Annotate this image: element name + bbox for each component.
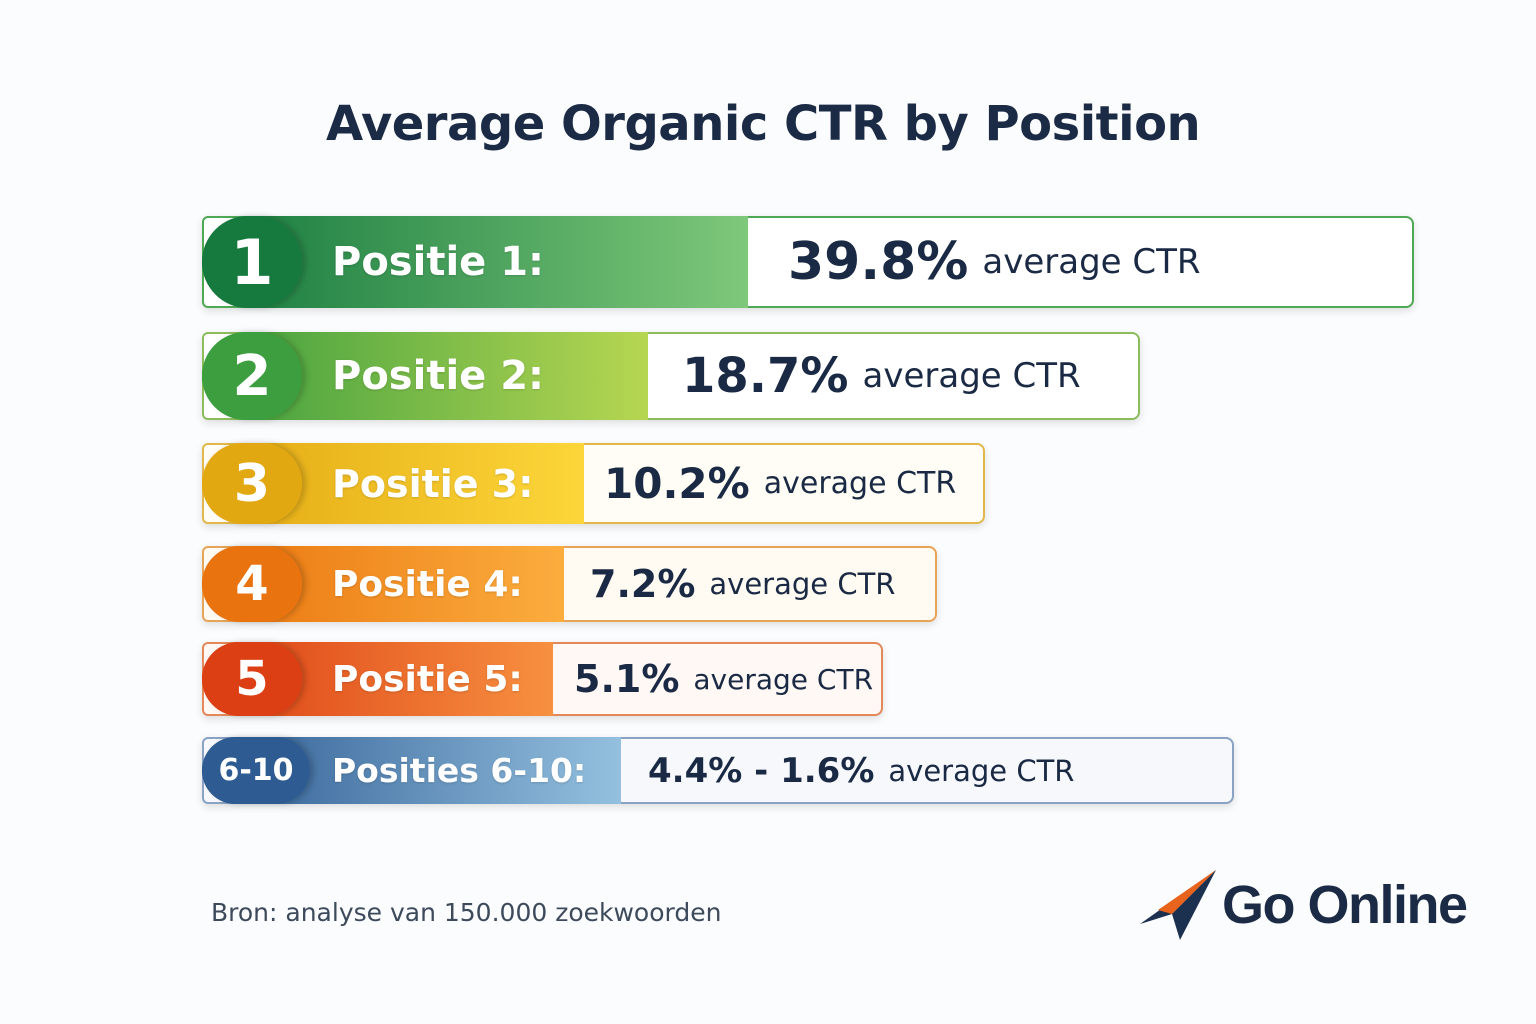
bar-row: 4 Positie 4: 7.2% average CTR: [202, 546, 937, 622]
data-label: 7.2% average CTR: [590, 546, 895, 622]
bar-row: 1 Positie 1: 39.8% average CTR: [202, 216, 1414, 308]
paper-plane-icon: [1140, 870, 1216, 940]
bar-label: Positie 5:: [332, 658, 523, 700]
rank-badge: 4: [202, 546, 302, 622]
data-label: 10.2% average CTR: [604, 443, 956, 524]
rank-badge: 5: [202, 642, 302, 716]
chart-title: Average Organic CTR by Position: [326, 96, 1201, 152]
source-note: Bron: analyse van 150.000 zoekwoorden: [211, 898, 722, 927]
ctr-value: 4.4% - 1.6%: [648, 750, 875, 791]
brand-logo: Go Online: [1138, 866, 1488, 946]
ctr-value: 18.7%: [682, 348, 849, 404]
bar-label: Positie 4:: [332, 563, 523, 605]
bar-label: Positie 1:: [332, 239, 545, 285]
bar-row: 5 Positie 5: 5.1% average CTR: [202, 642, 883, 716]
ctr-suffix: average CTR: [888, 753, 1075, 788]
brand-name: Go Online: [1222, 875, 1468, 935]
bar-row: 6-10 Posities 6-10: 4.4% - 1.6% average CTR: [202, 737, 1234, 804]
bar-label: Positie 2:: [332, 353, 545, 399]
rank-badge: 1: [202, 216, 302, 308]
ctr-value: 7.2%: [590, 562, 696, 606]
bar-row: 3 Positie 3: 10.2% average CTR: [202, 443, 985, 524]
ctr-value: 39.8%: [788, 232, 969, 292]
data-label: 5.1% average CTR: [574, 642, 873, 716]
ctr-suffix: average CTR: [709, 567, 896, 601]
ctr-value: 5.1%: [574, 657, 680, 701]
ctr-suffix: average CTR: [763, 466, 957, 501]
ctr-suffix: average CTR: [862, 356, 1081, 396]
data-label: 18.7% average CTR: [682, 332, 1081, 420]
data-label: 39.8% average CTR: [788, 216, 1201, 308]
ctr-suffix: average CTR: [982, 242, 1201, 282]
bar-row: 2 Positie 2: 18.7% average CTR: [202, 332, 1140, 420]
rank-badge: 2: [202, 332, 302, 420]
ctr-value: 10.2%: [604, 459, 750, 508]
data-label: 4.4% - 1.6% average CTR: [648, 737, 1074, 804]
rank-badge: 3: [202, 443, 302, 524]
bar-label: Posities 6-10:: [332, 751, 587, 790]
ctr-suffix: average CTR: [693, 662, 874, 696]
rank-badge: 6-10: [202, 737, 310, 804]
bar-label: Positie 3:: [332, 461, 534, 506]
